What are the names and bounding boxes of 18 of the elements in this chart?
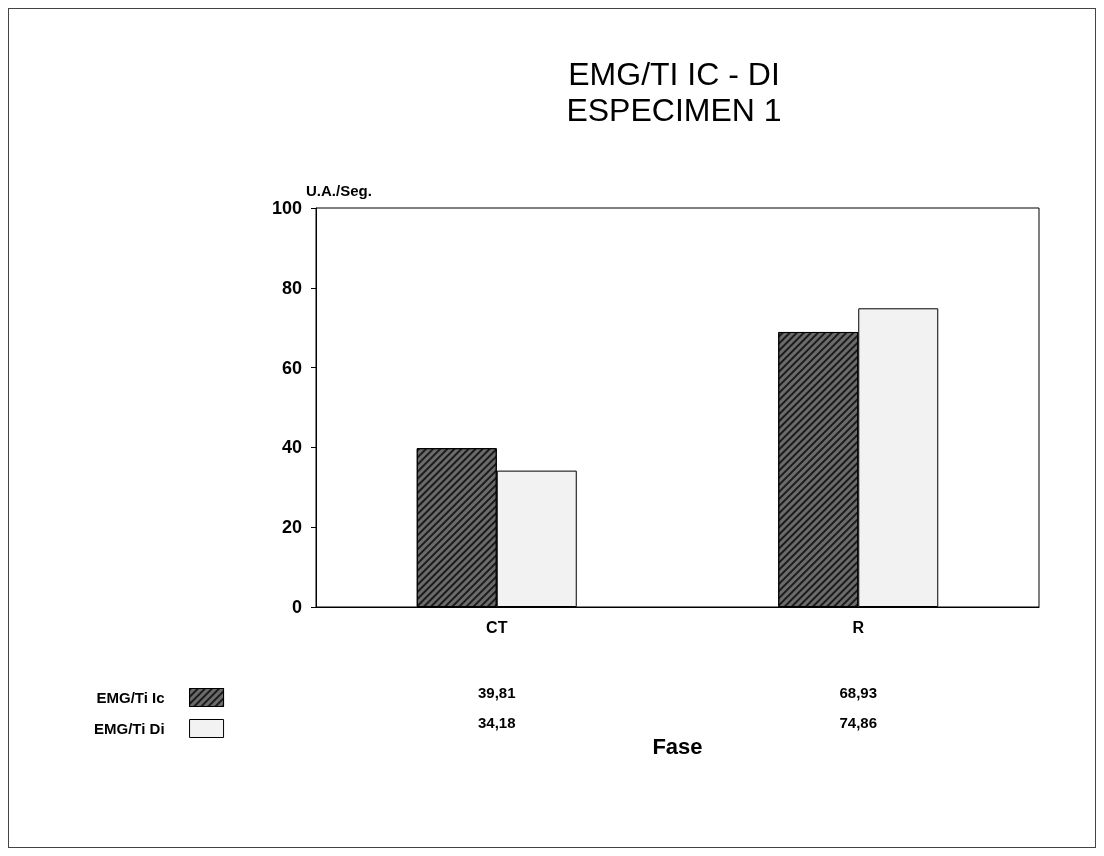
data-label: 74,86	[839, 713, 878, 731]
y-tick-label: 20	[281, 517, 302, 538]
chart-title: EMG/TI IC - DI	[568, 56, 780, 92]
x-tick-label: R	[852, 618, 865, 636]
data-label: 39,81	[477, 683, 516, 701]
data-label: 34,18	[477, 713, 516, 731]
y-tick-label: 100	[271, 198, 302, 218]
y-tick-label: 0	[291, 597, 302, 617]
data-label: 68,93	[839, 683, 878, 701]
chart-subtitle: ESPECIMEN 1	[566, 92, 782, 128]
legend-label: EMG/Ti Ic	[96, 689, 165, 706]
y-tick-label: 60	[281, 357, 302, 378]
legend-label: EMG/Ti Di	[94, 720, 165, 737]
x-tick-label: CT	[486, 618, 508, 636]
y-tick-label: 40	[281, 437, 302, 458]
y-axis-title: U.A./Seg.	[306, 182, 372, 199]
x-axis-title: Fase	[652, 733, 703, 759]
y-tick-label: 80	[281, 277, 302, 298]
